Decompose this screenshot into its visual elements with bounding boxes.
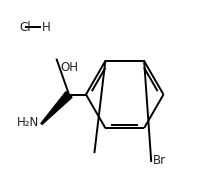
Polygon shape [41,92,72,124]
Text: Cl: Cl [19,21,30,34]
Text: Br: Br [153,154,166,167]
Text: H₂N: H₂N [16,116,39,129]
Text: H: H [42,21,50,34]
Text: OH: OH [61,61,78,74]
